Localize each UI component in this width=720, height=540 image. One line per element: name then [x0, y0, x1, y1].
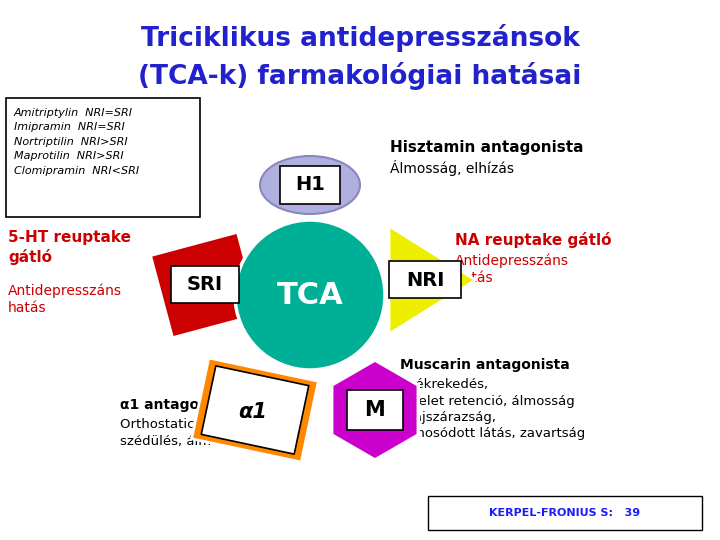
- Text: NRI: NRI: [406, 271, 444, 289]
- Text: Székrekedés,
vizelet retenció, álmosság
szájszárazság,
elmosódott látás, zavarts: Székrekedés, vizelet retenció, álmosság …: [400, 378, 585, 441]
- Text: H1: H1: [295, 176, 325, 194]
- Polygon shape: [150, 232, 259, 338]
- Polygon shape: [389, 226, 475, 334]
- Text: M: M: [364, 400, 385, 420]
- Ellipse shape: [260, 156, 360, 214]
- Text: Orthostaticus hypotonia,
szédülés, álmosság: Orthostaticus hypotonia, szédülés, álmos…: [120, 418, 285, 448]
- Text: Antidepresszáns
hatás: Antidepresszáns hatás: [8, 283, 122, 315]
- Text: KERPEL-FRONIUS S:   39: KERPEL-FRONIUS S: 39: [490, 508, 641, 518]
- Text: SRI: SRI: [187, 275, 223, 294]
- Text: 5-HT reuptake
gátló: 5-HT reuptake gátló: [8, 230, 131, 265]
- FancyBboxPatch shape: [6, 98, 200, 217]
- Text: Álmosság, elhízás: Álmosság, elhízás: [390, 160, 514, 176]
- Ellipse shape: [235, 220, 385, 370]
- FancyBboxPatch shape: [428, 496, 702, 530]
- Text: TCA: TCA: [276, 280, 343, 309]
- Text: Amitriptylin  NRI=SRI
Imipramin  NRI=SRI
Nortriptilin  NRI>SRI
Maprotilin  NRI>S: Amitriptylin NRI=SRI Imipramin NRI=SRI N…: [14, 108, 139, 176]
- Text: α1: α1: [238, 402, 267, 422]
- FancyBboxPatch shape: [347, 390, 403, 430]
- Polygon shape: [192, 358, 318, 462]
- FancyBboxPatch shape: [171, 266, 239, 303]
- FancyBboxPatch shape: [389, 261, 461, 298]
- Text: (TCA-k) farmakológiai hatásai: (TCA-k) farmakológiai hatásai: [138, 62, 582, 90]
- FancyBboxPatch shape: [280, 166, 340, 204]
- Polygon shape: [202, 366, 309, 454]
- Text: NA reuptake gátló: NA reuptake gátló: [455, 232, 611, 248]
- Text: Antidepresszáns
hatás: Antidepresszáns hatás: [455, 253, 569, 285]
- Text: Triciklikus antidepresszánsok: Triciklikus antidepresszánsok: [140, 24, 580, 52]
- Text: α1 antagonista: α1 antagonista: [120, 398, 238, 412]
- Text: Hisztamin antagonista: Hisztamin antagonista: [390, 140, 583, 155]
- Text: Muscarin antagonista: Muscarin antagonista: [400, 358, 570, 372]
- Polygon shape: [332, 360, 418, 460]
